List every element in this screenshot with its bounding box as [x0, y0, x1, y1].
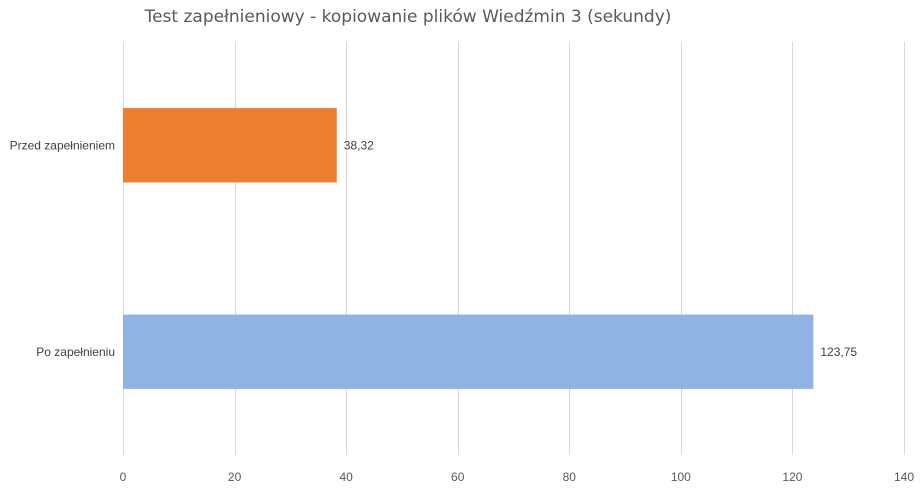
chart-title: Test zapełnieniowy - kopiowanie plików W… [144, 7, 672, 27]
x-tick-label-60: 60 [451, 470, 465, 484]
category-label-2: Po zapełnieniu [36, 345, 115, 359]
bar-1 [123, 108, 337, 183]
x-tick-label-40: 40 [339, 470, 353, 484]
bars [123, 108, 814, 389]
x-tick-label-120: 120 [782, 470, 802, 484]
x-tick-label-100: 100 [671, 470, 691, 484]
category-label-1: Przed zapełnieniem [10, 138, 115, 152]
gridlines [123, 42, 905, 455]
x-tick-label-140: 140 [894, 470, 914, 484]
x-tick-label-20: 20 [228, 470, 242, 484]
x-tick-label-80: 80 [563, 470, 577, 484]
bar-2 [123, 314, 814, 389]
x-axis-ticks: 0 20 40 60 80 100 120 140 [120, 470, 915, 484]
x-tick-label-0: 0 [120, 470, 127, 484]
data-labels: 38,32 123,75 [344, 138, 858, 359]
category-labels: Przed zapełnieniem Po zapełnieniu [10, 138, 115, 359]
data-label-1: 38,32 [344, 138, 374, 152]
data-label-2: 123,75 [820, 345, 857, 359]
